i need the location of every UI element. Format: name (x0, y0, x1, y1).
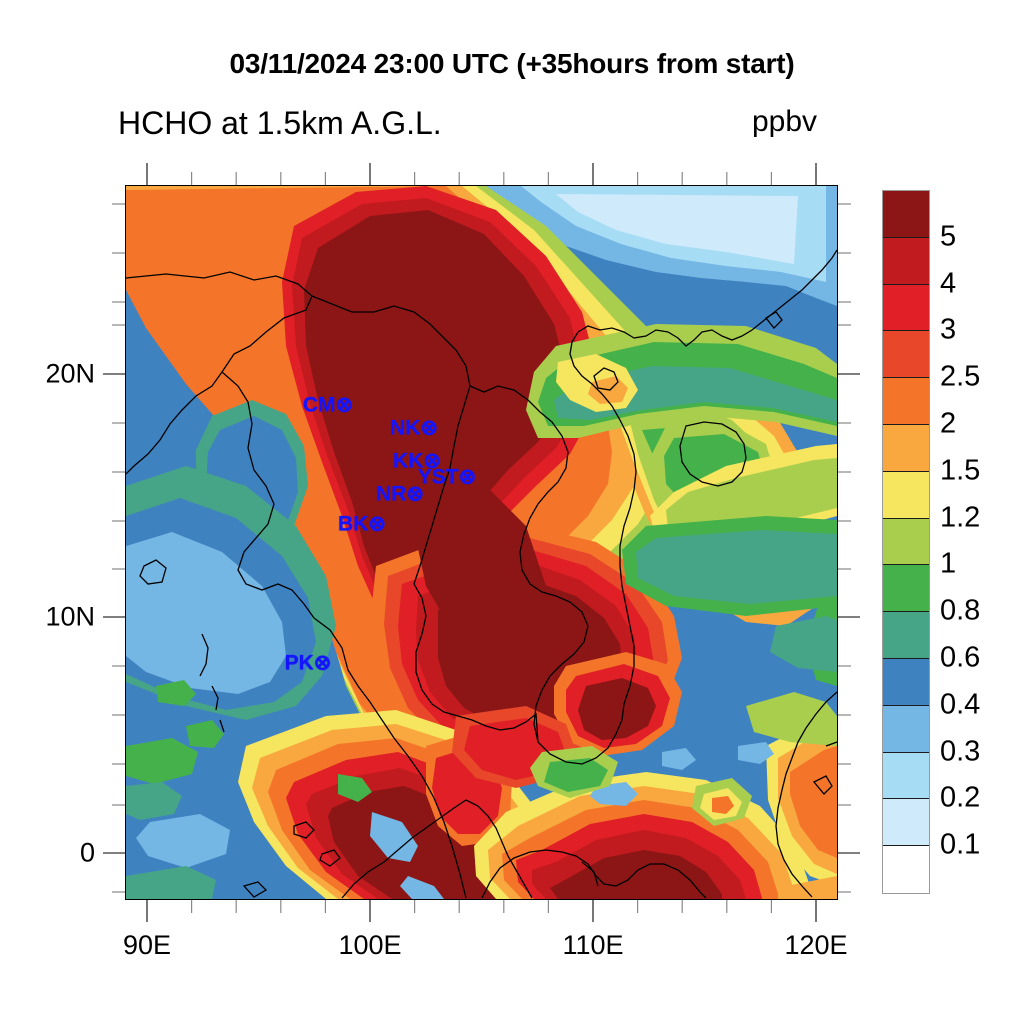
x-tick-label-110e: 110E (562, 930, 624, 960)
colorbar-band-9 (883, 612, 929, 659)
y-tick-label-20n: 20N (45, 358, 95, 389)
colorbar-band-4 (883, 378, 929, 425)
colorbar-band-11 (883, 705, 929, 753)
colorbar (882, 190, 930, 894)
colorbar-tick-label-0.8: 0.8 (940, 594, 981, 627)
y-tick-label-10n: 10N (45, 601, 95, 632)
colorbar-tick-label-2: 2 (940, 407, 957, 440)
contour-fill-layer (126, 186, 837, 899)
colorbar-tick-label-1.5: 1.5 (940, 454, 981, 487)
colorbar-band-3 (883, 331, 929, 379)
x-tick-label-100e: 100E (338, 930, 402, 960)
colorbar-tick-label-1: 1 (940, 547, 957, 580)
colorbar-tick-label-1.2: 1.2 (940, 501, 981, 534)
station-marker-cm: CM⊗ (302, 393, 354, 417)
colorbar-band-2 (883, 284, 929, 332)
colorbar-band-8 (883, 565, 929, 613)
figure-title: 03/11/2024 23:00 UTC (+35hours from star… (229, 48, 795, 79)
colorbar-band-12 (883, 752, 929, 800)
colorbar-tick-label-0.4: 0.4 (940, 688, 981, 721)
colorbar-band-0 (883, 191, 929, 238)
colorbar-band-7 (883, 518, 929, 566)
station-marker-bk: BK⊗ (338, 512, 386, 536)
figure-subtitle: HCHO at 1.5km A.G.L. (118, 105, 442, 141)
x-tick-label-90e: 90E (122, 930, 172, 960)
coastline-layer (126, 249, 837, 899)
colorbar-tick-label-0.2: 0.2 (940, 781, 981, 814)
hcho-contour-map (126, 186, 837, 899)
x-tick-label-120e: 120E (784, 930, 848, 960)
colorbar-band-5 (883, 424, 929, 472)
colorbar-tick-label-4: 4 (940, 267, 957, 300)
units-label: ppbv (752, 105, 818, 138)
map-plot-area: WRF-Chem_NCAR_YSU (125, 185, 838, 900)
colorbar-tick-label-3: 3 (940, 313, 957, 346)
station-marker-nr: NR⊗ (376, 482, 424, 506)
colorbar-band-10 (883, 658, 929, 706)
station-marker-nk: NK⊗ (390, 416, 438, 440)
station-marker-kk: KK⊗ (393, 449, 441, 473)
colorbar-tick-label-0.1: 0.1 (940, 828, 981, 861)
colorbar-band-14 (883, 846, 929, 893)
colorbar-tick-label-0.3: 0.3 (940, 735, 981, 768)
colorbar-band-6 (883, 471, 929, 519)
station-marker-yst: YST⊗ (417, 465, 477, 489)
station-marker-pk: PK⊗ (284, 651, 332, 675)
colorbar-tick-label-2.5: 2.5 (940, 360, 981, 393)
colorbar-tick-label-5: 5 (940, 220, 957, 253)
colorbar-band-13 (883, 799, 929, 847)
colorbar-band-1 (883, 237, 929, 285)
y-tick-label-0: 0 (79, 837, 95, 868)
colorbar-tick-label-0.6: 0.6 (940, 641, 981, 674)
